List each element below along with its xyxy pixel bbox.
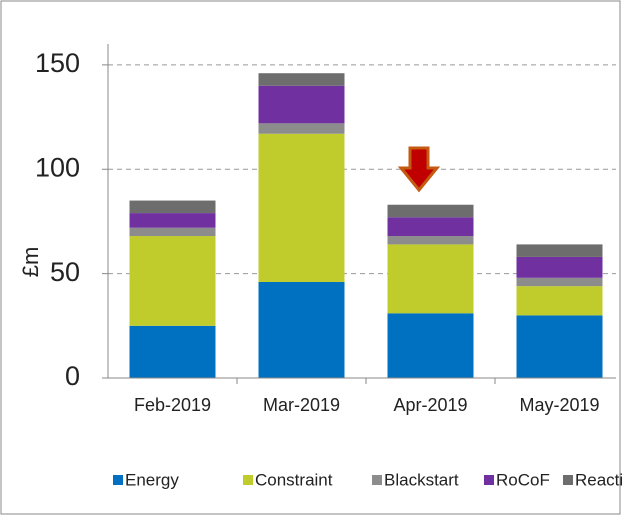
- bar-segment: [129, 213, 216, 228]
- x-tick-label: Mar-2019: [263, 395, 340, 415]
- y-tick-label: 0: [65, 361, 80, 391]
- x-tick-label: Apr-2019: [393, 395, 467, 415]
- y-tick-label: 150: [35, 48, 80, 78]
- bar-segment: [258, 133, 345, 282]
- bar-segment: [516, 315, 603, 378]
- bar-segment: [387, 313, 474, 378]
- bar-segment: [129, 325, 216, 378]
- arrow-annotation: [397, 146, 441, 193]
- bar-segment: [129, 200, 216, 214]
- bar-segment: [258, 85, 345, 124]
- bar-segment: [387, 204, 474, 218]
- legend-swatch: [563, 475, 573, 485]
- bar-segment: [387, 217, 474, 237]
- bar-segment: [258, 73, 345, 86]
- y-axis-label: £m: [18, 247, 43, 278]
- legend-swatch: [243, 475, 253, 485]
- legend-swatch: [484, 475, 494, 485]
- y-tick-label: 50: [50, 257, 80, 287]
- bar-segment: [516, 256, 603, 278]
- legend-swatch: [372, 475, 382, 485]
- bar-segment: [258, 123, 345, 134]
- legend-label: Blackstart: [384, 470, 459, 489]
- legend-swatch: [113, 475, 123, 485]
- y-tick-label: 100: [35, 152, 80, 182]
- bar-segment: [516, 277, 603, 287]
- legend-label: Energy: [125, 470, 179, 489]
- bar-segment: [387, 244, 474, 314]
- bar-segment: [387, 236, 474, 245]
- bar-segment: [129, 236, 216, 326]
- bar-segment: [516, 286, 603, 316]
- bar-segment: [258, 281, 345, 378]
- legend-label: Reactive: [575, 470, 622, 489]
- legend-label: Constraint: [255, 470, 333, 489]
- legend-label: RoCoF: [496, 470, 550, 489]
- bar-segment: [516, 244, 603, 257]
- x-tick-label: May-2019: [519, 395, 599, 415]
- x-tick-label: Feb-2019: [134, 395, 211, 415]
- bar-segment: [129, 227, 216, 237]
